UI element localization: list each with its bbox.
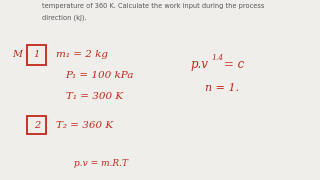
Text: 1: 1 bbox=[34, 50, 40, 59]
Text: p.v = m.R.T: p.v = m.R.T bbox=[74, 159, 128, 168]
Text: temperature of 360 K. Calculate the work input during the process: temperature of 360 K. Calculate the work… bbox=[42, 3, 264, 9]
Text: p.v: p.v bbox=[190, 58, 208, 71]
Text: = c: = c bbox=[224, 58, 244, 71]
Bar bbox=[27, 116, 46, 134]
Text: m₁ = 2 kg: m₁ = 2 kg bbox=[56, 50, 108, 59]
Text: T₂ = 360 K: T₂ = 360 K bbox=[56, 121, 113, 130]
Text: 1.4: 1.4 bbox=[211, 54, 223, 62]
Text: M: M bbox=[12, 50, 23, 59]
Text: P₁ = 100 kPa: P₁ = 100 kPa bbox=[66, 71, 134, 80]
Text: T₁ = 300 K: T₁ = 300 K bbox=[66, 92, 123, 101]
Text: direction (kJ).: direction (kJ). bbox=[42, 14, 86, 21]
Bar bbox=[27, 45, 46, 65]
Text: n = 1.: n = 1. bbox=[205, 83, 239, 93]
Text: 2: 2 bbox=[34, 121, 40, 130]
